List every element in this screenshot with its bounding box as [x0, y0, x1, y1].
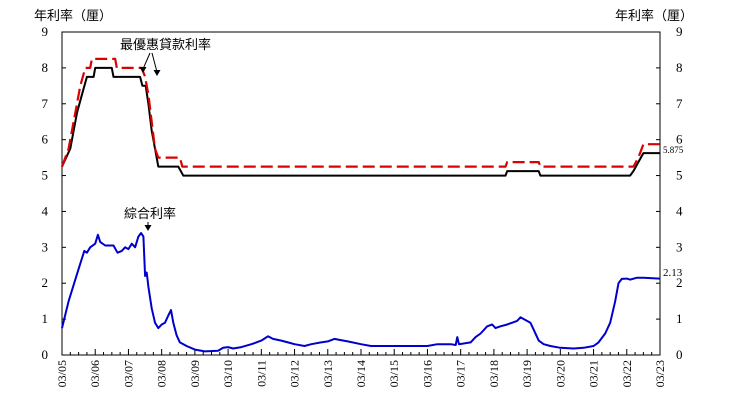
x-tick-label: 03/10: [221, 360, 235, 387]
x-tick-label: 03/14: [354, 360, 368, 387]
y-tick-label-left: 9: [42, 24, 49, 39]
y-tick-label-right: 5: [676, 168, 683, 183]
end-value-prime-rate: 5.875: [663, 145, 684, 155]
series-line-prime_low: [61, 66, 660, 177]
annotation-prime-arrow-left-head: [139, 67, 147, 73]
x-tick-label: 03/18: [487, 360, 501, 387]
series-line-prime_high: [60, 57, 660, 168]
y-tick-label-left: 8: [42, 60, 49, 75]
x-tick-label: 03/22: [620, 360, 634, 387]
y-tick-label-left: 7: [42, 96, 49, 111]
y-tick-label-right: 3: [676, 239, 683, 254]
y-tick-label-left: 6: [42, 132, 49, 147]
annotation-prime-rate-label: 最優惠貸款利率: [120, 37, 211, 52]
annotation-composite-arrow-head: [144, 225, 152, 231]
x-tick-label: 03/17: [454, 360, 468, 387]
x-tick-label: 03/07: [121, 360, 135, 387]
annotation-prime-arrow-right-line: [151, 52, 158, 73]
y-tick-label-left: 2: [42, 275, 49, 290]
x-tick-label: 03/23: [653, 360, 667, 387]
x-tick-label: 03/20: [553, 360, 567, 387]
y-tick-label-left: 1: [42, 311, 49, 326]
x-tick-label: 03/12: [288, 360, 302, 387]
y-tick-label-right: 1: [676, 311, 683, 326]
annotation-prime-arrow-right-head: [153, 70, 161, 76]
y-axis-unit-right: 年利率（厘）: [615, 8, 694, 23]
y-tick-label-right: 8: [676, 60, 683, 75]
x-tick-label: 03/16: [420, 360, 434, 387]
x-tick-label: 03/21: [587, 360, 601, 387]
x-tick-label: 03/09: [188, 360, 202, 387]
y-tick-label-left: 0: [42, 347, 49, 362]
y-tick-label-right: 0: [676, 347, 683, 362]
x-tick-label: 03/15: [387, 360, 401, 387]
y-tick-label-left: 4: [42, 203, 49, 218]
series-line-composite: [61, 232, 661, 353]
y-tick-label-right: 4: [676, 203, 683, 218]
y-tick-label-right: 2: [676, 275, 683, 290]
annotation-composite-rate-label: 綜合利率: [124, 206, 176, 221]
annotation-prime-arrow-left-line: [142, 52, 151, 70]
y-tick-label-left: 5: [42, 168, 49, 183]
x-tick-label: 03/06: [88, 360, 102, 387]
y-tick-label-left: 3: [42, 239, 49, 254]
y-tick-label-right: 7: [676, 96, 683, 111]
x-tick-label: 03/19: [520, 360, 534, 387]
y-axis-unit-left: 年利率（厘）: [34, 8, 113, 23]
x-tick-label: 03/13: [321, 360, 335, 387]
x-tick-label: 03/05: [55, 360, 69, 387]
x-tick-label: 03/08: [155, 360, 169, 387]
end-value-composite-rate: 2.13: [663, 267, 683, 279]
x-tick-label: 03/11: [254, 360, 268, 387]
y-tick-label-right: 9: [676, 24, 683, 39]
y-tick-label-right: 6: [676, 132, 683, 147]
